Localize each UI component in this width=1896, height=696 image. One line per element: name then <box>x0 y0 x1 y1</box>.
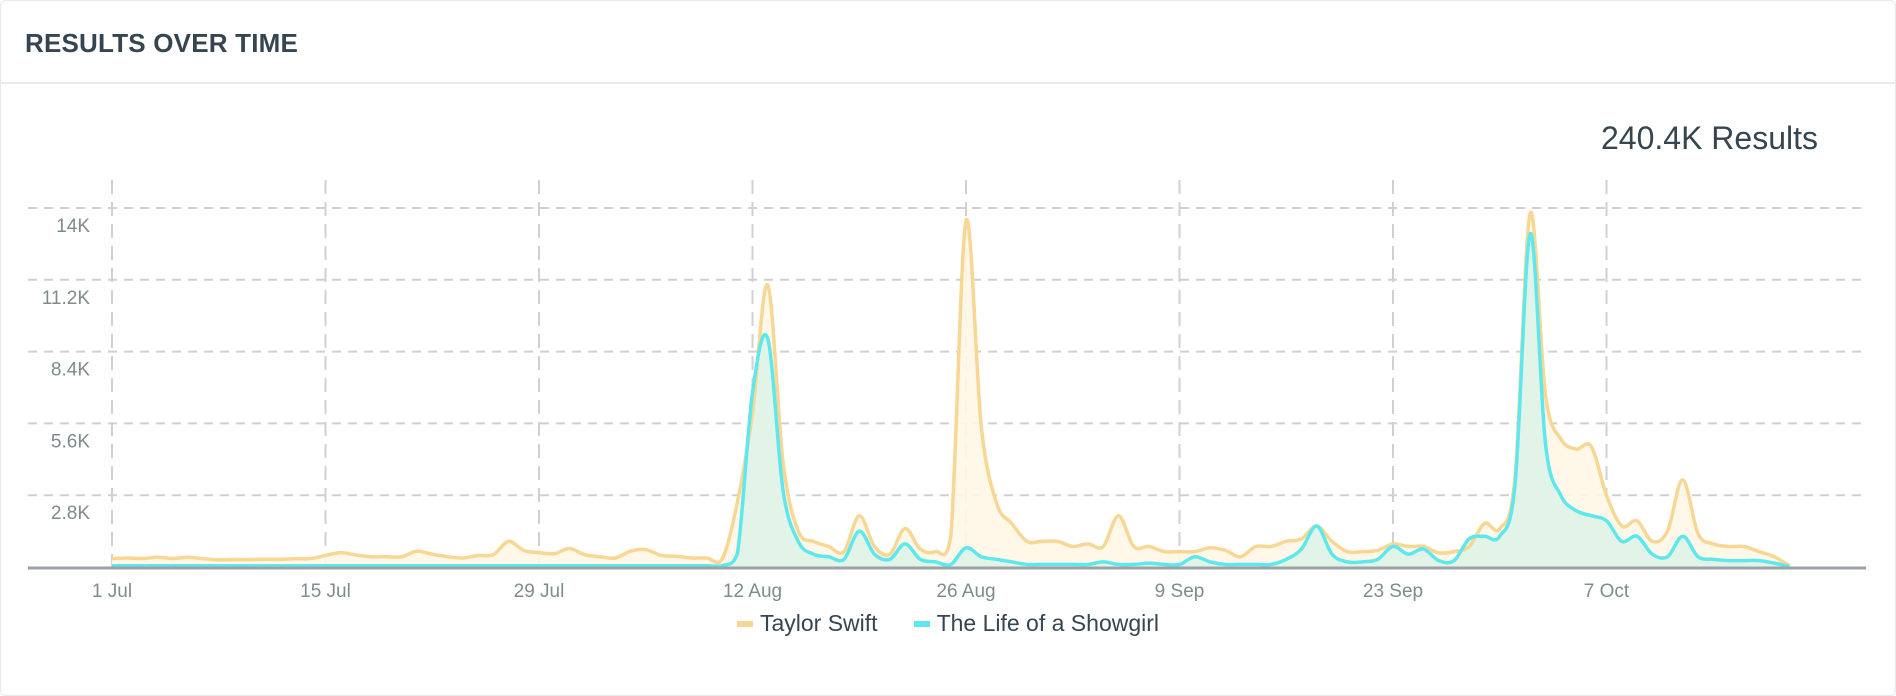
series-line-1 <box>112 231 1790 569</box>
y-tick-label: 14K <box>56 216 90 237</box>
total-results: 240.4K Results <box>1600 120 1818 156</box>
chart-legend: Taylor Swift The Life of a Showgirl <box>0 610 1896 637</box>
legend-swatch <box>736 620 753 627</box>
y-tick-label: 2.8K <box>51 503 90 524</box>
legend-swatch <box>913 620 930 627</box>
series-area-0 <box>112 212 1790 567</box>
x-tick-label: 26 Aug <box>936 581 995 602</box>
y-tick-label: 11.2K <box>42 288 91 309</box>
x-tick-label: 7 Oct <box>1584 581 1630 602</box>
x-tick-label: 1 Jul <box>92 581 132 602</box>
x-tick-label: 9 Sep <box>1155 581 1205 602</box>
x-tick-label: 23 Sep <box>1363 581 1423 602</box>
x-tick-label: 15 Jul <box>300 581 351 602</box>
legend-label: The Life of a Showgirl <box>936 610 1160 636</box>
legend-label: Taylor Swift <box>759 610 878 636</box>
x-tick-label: 12 Aug <box>723 581 782 602</box>
y-tick-label: 5.6K <box>51 431 90 452</box>
legend-item-the-life-of-a-showgirl[interactable]: The Life of a Showgirl <box>913 610 1160 637</box>
card-title: RESULTS OVER TIME <box>25 28 299 58</box>
x-tick-label: 29 Jul <box>514 581 565 602</box>
legend-item-taylor-swift[interactable]: Taylor Swift <box>736 610 878 637</box>
card-header: RESULTS OVER TIME <box>0 0 1896 84</box>
y-tick-label: 8.4K <box>51 360 90 381</box>
